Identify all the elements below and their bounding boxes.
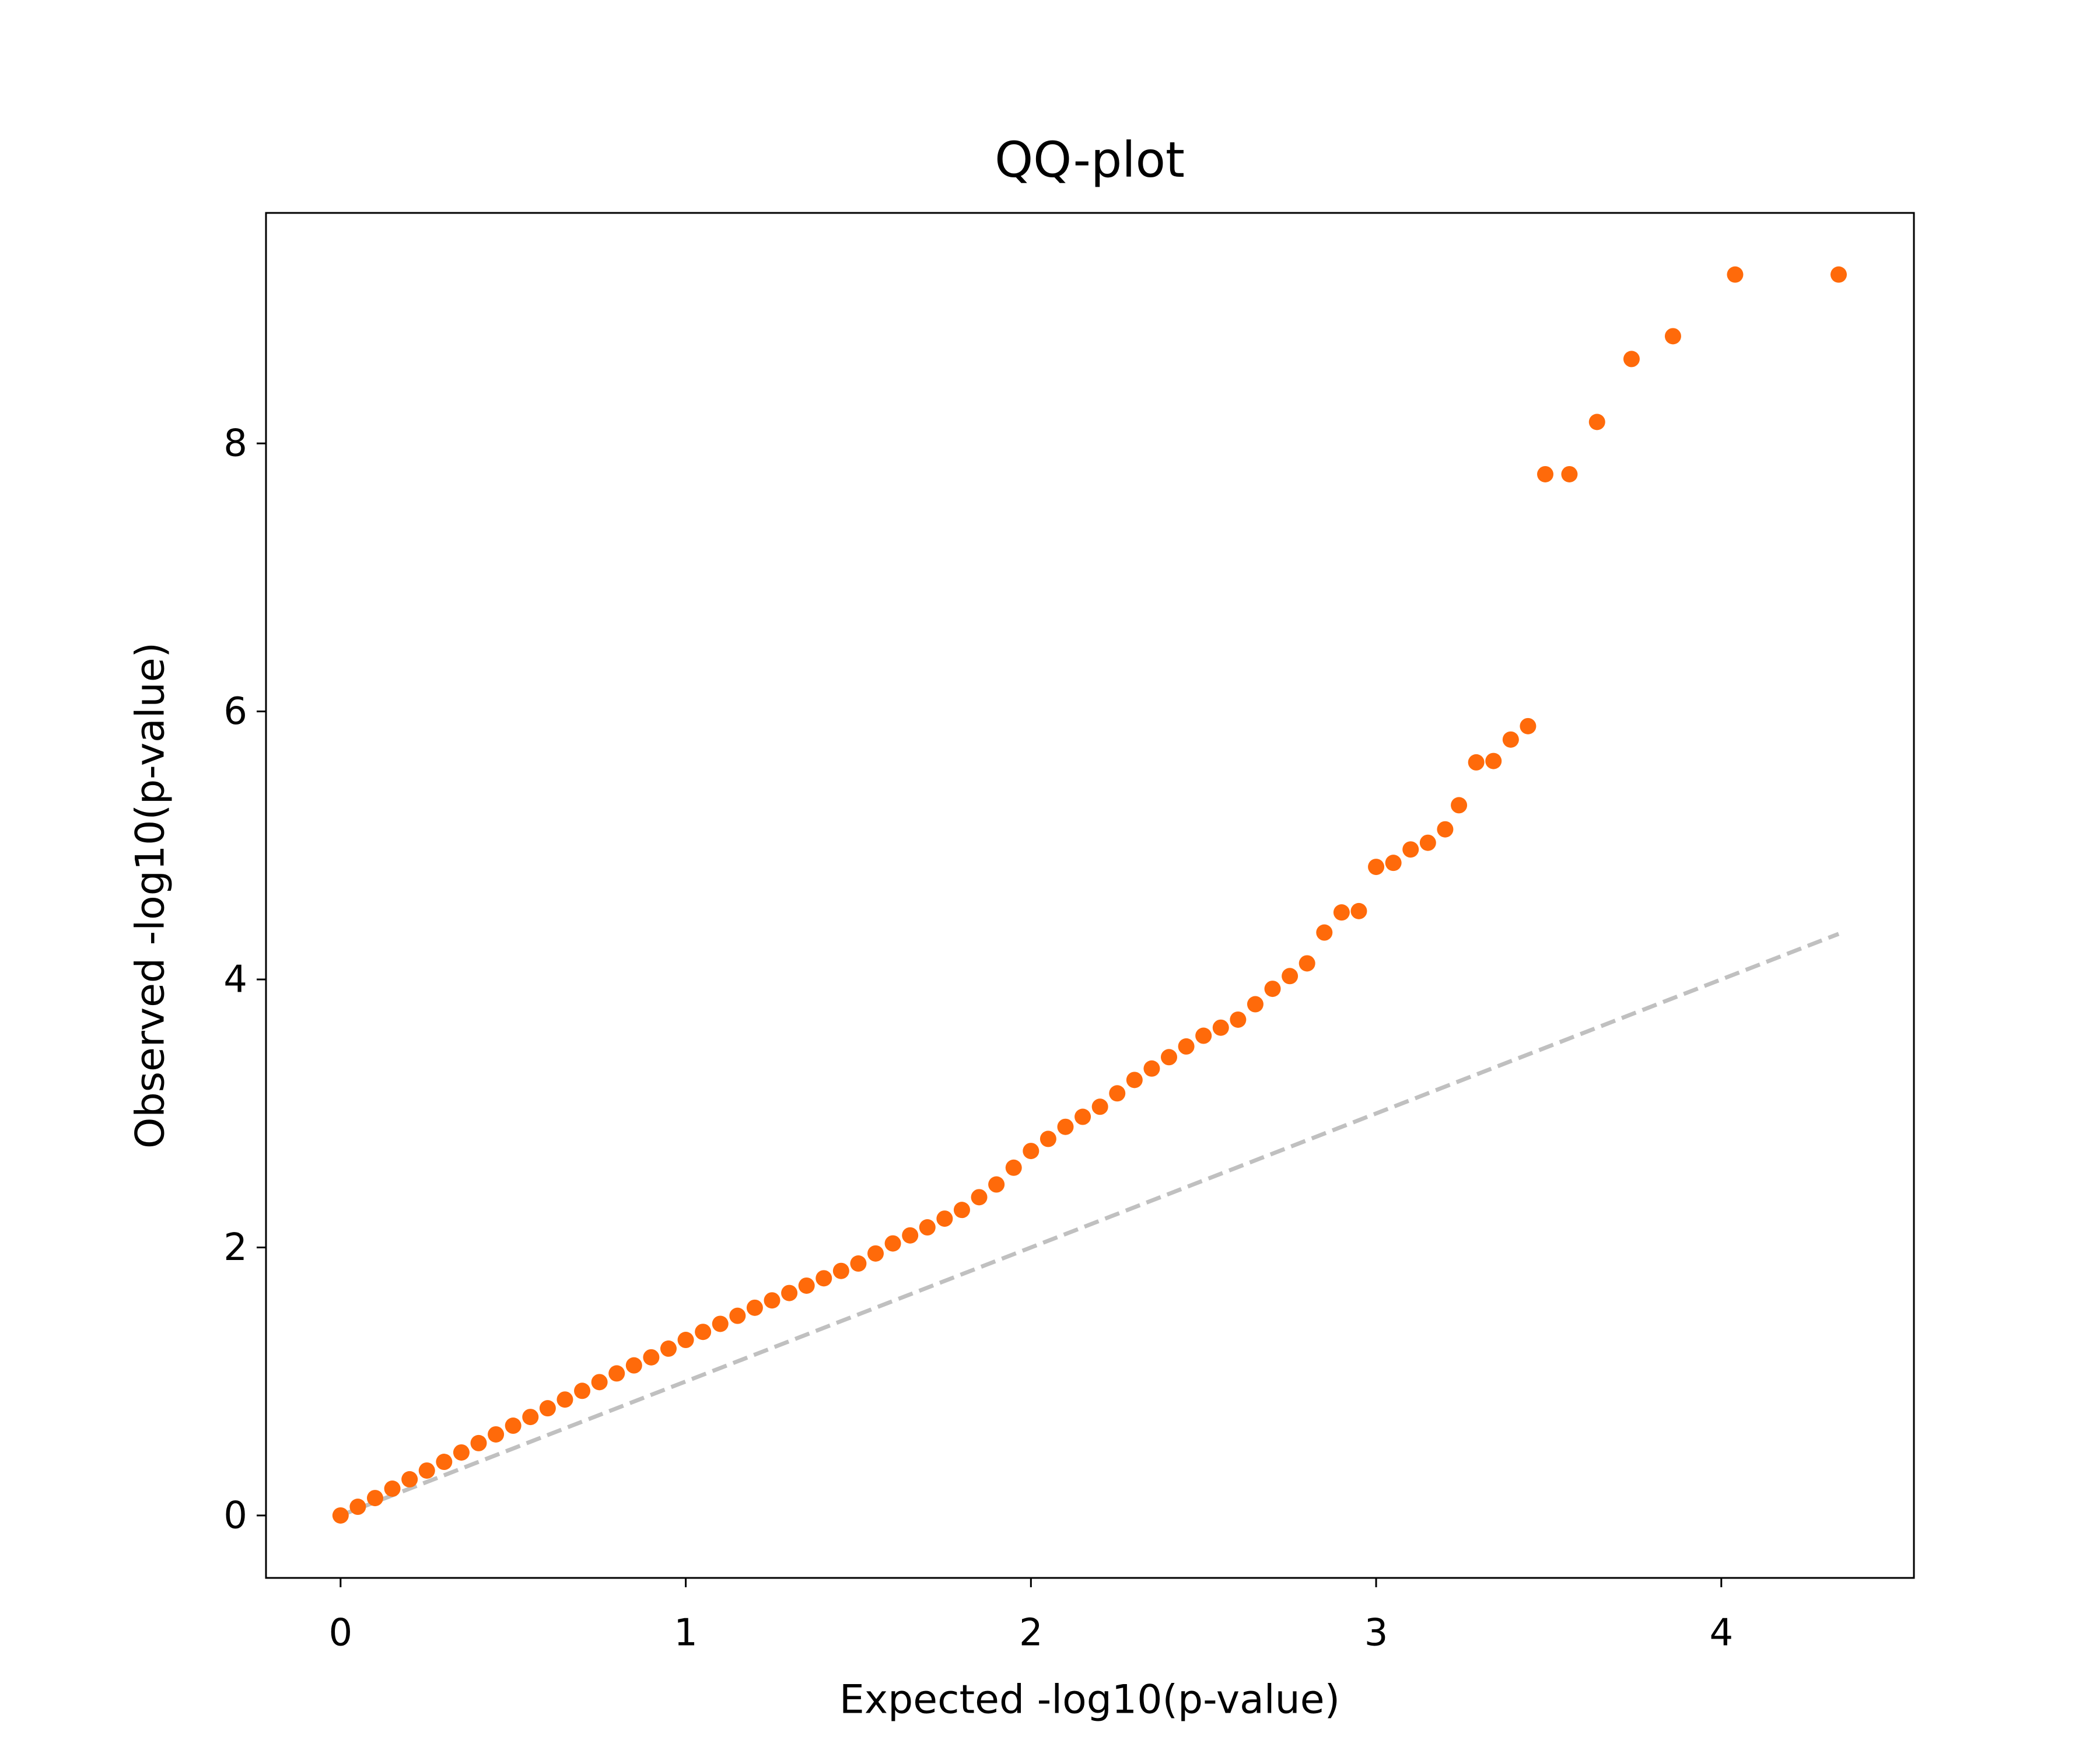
y-tick-label: 4 — [223, 958, 247, 1002]
point — [660, 1340, 677, 1357]
point — [349, 1499, 366, 1516]
point — [1437, 821, 1454, 838]
y-tick-label: 8 — [223, 422, 247, 466]
y-tick-label: 2 — [223, 1226, 247, 1269]
point — [1143, 1060, 1160, 1077]
point — [436, 1454, 453, 1471]
point — [574, 1382, 591, 1399]
point — [1520, 718, 1536, 734]
point — [1109, 1085, 1126, 1102]
point — [1282, 968, 1298, 985]
point — [1385, 855, 1402, 872]
point — [1316, 924, 1333, 941]
point — [677, 1332, 694, 1349]
point — [1126, 1072, 1143, 1088]
x-tick-label: 1 — [674, 1612, 698, 1655]
point — [1005, 1159, 1022, 1176]
y-tick-label: 6 — [223, 690, 247, 733]
point — [1468, 754, 1485, 771]
point — [832, 1262, 849, 1279]
point — [953, 1202, 970, 1219]
point — [384, 1480, 401, 1497]
point — [1264, 981, 1281, 998]
y-tick-label: 0 — [223, 1494, 247, 1538]
point — [488, 1426, 505, 1443]
point — [453, 1444, 470, 1461]
point — [366, 1490, 383, 1507]
point — [1350, 902, 1367, 919]
point — [1023, 1143, 1040, 1160]
point — [608, 1365, 625, 1382]
point — [1419, 834, 1436, 851]
point — [1074, 1108, 1091, 1125]
point — [332, 1507, 349, 1524]
point — [884, 1235, 901, 1252]
point — [1561, 466, 1578, 482]
x-axis-label: Expected -log10(p-value) — [839, 1677, 1340, 1723]
point — [1368, 859, 1385, 876]
point — [1040, 1130, 1056, 1147]
chart-title: QQ-plot — [995, 131, 1185, 188]
x-tick-label: 4 — [1709, 1612, 1733, 1655]
point — [1091, 1098, 1108, 1115]
point — [401, 1471, 418, 1488]
point — [764, 1292, 780, 1309]
reference-line — [340, 932, 1840, 1518]
point — [1537, 466, 1554, 482]
point — [505, 1418, 522, 1434]
point — [1247, 996, 1264, 1013]
point — [1230, 1011, 1247, 1028]
point — [1402, 841, 1419, 858]
point — [695, 1324, 712, 1340]
y-axis-label: Observed -log10(p-value) — [128, 642, 174, 1149]
point — [867, 1245, 884, 1262]
point — [1623, 351, 1640, 368]
point — [1057, 1118, 1074, 1135]
point — [902, 1227, 919, 1244]
point — [919, 1219, 936, 1236]
point — [1195, 1027, 1212, 1044]
point — [1212, 1019, 1229, 1036]
point — [591, 1374, 608, 1391]
plot-frame — [265, 212, 1915, 1579]
point — [1333, 904, 1350, 921]
point — [1451, 797, 1468, 814]
point — [539, 1400, 556, 1417]
point — [625, 1357, 642, 1374]
point — [1727, 266, 1744, 283]
point — [1298, 955, 1315, 972]
point — [1830, 266, 1847, 283]
x-tick-label: 3 — [1364, 1612, 1388, 1655]
point — [1485, 752, 1502, 769]
point — [470, 1434, 487, 1451]
point — [418, 1462, 435, 1479]
point — [1502, 731, 1519, 748]
point — [522, 1409, 539, 1426]
point — [712, 1315, 729, 1332]
point — [798, 1277, 815, 1294]
point — [936, 1210, 953, 1227]
point — [988, 1176, 1005, 1193]
point — [971, 1189, 988, 1206]
point — [850, 1255, 867, 1272]
point — [556, 1391, 573, 1408]
point — [1588, 414, 1605, 430]
x-tick-label: 0 — [328, 1612, 352, 1655]
point — [1178, 1038, 1195, 1055]
x-tick-label: 2 — [1019, 1612, 1043, 1655]
point — [643, 1349, 660, 1366]
point — [1161, 1049, 1178, 1066]
point — [1664, 328, 1681, 345]
point — [781, 1284, 798, 1301]
point — [729, 1307, 746, 1324]
point — [746, 1299, 763, 1316]
point — [816, 1270, 832, 1287]
